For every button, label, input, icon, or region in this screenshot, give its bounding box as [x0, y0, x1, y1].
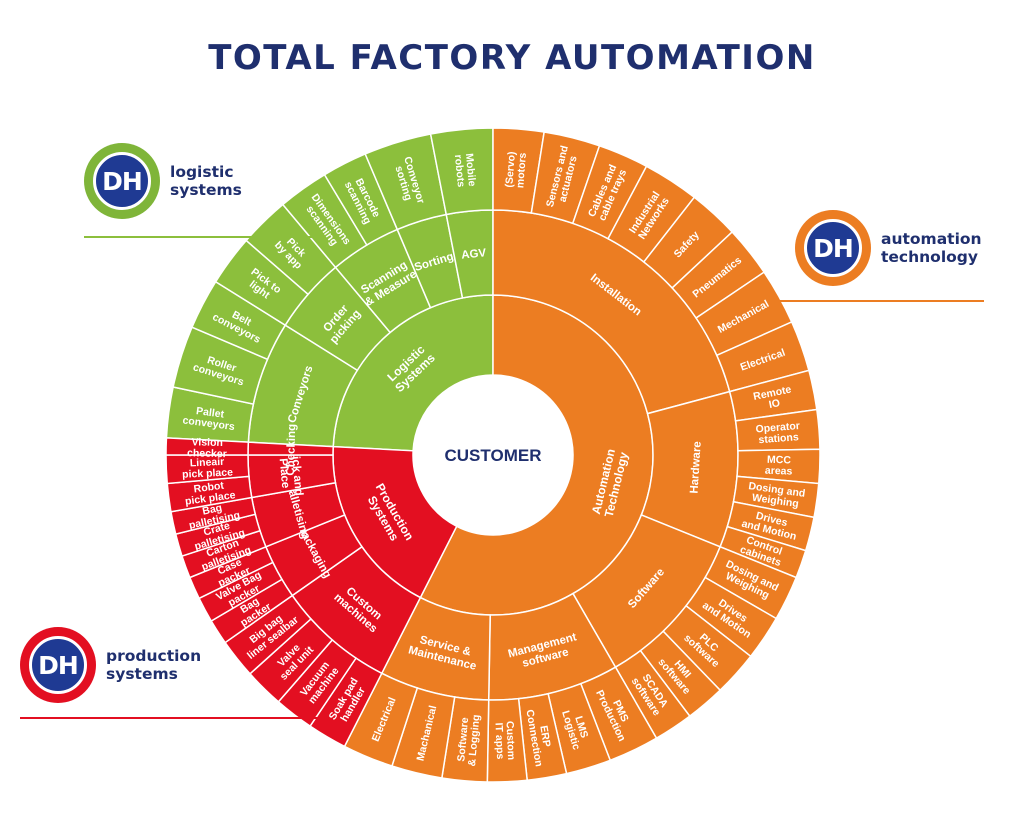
badge-logistic: DH logistic systems: [84, 143, 242, 219]
badge-label: logistic systems: [170, 163, 242, 199]
badge-underline: [84, 236, 314, 238]
badge-underline: [780, 300, 984, 302]
group-label: Checking: [285, 424, 298, 476]
logo-text: DH: [804, 219, 862, 277]
dh-logo-icon: DH: [795, 210, 871, 286]
group-label: Pick andPlace: [276, 448, 305, 497]
badge-label: automation technology: [881, 230, 982, 266]
group-label: Hardware: [689, 441, 704, 494]
logo-text: DH: [29, 636, 87, 694]
item-label: Lineairpick place: [181, 456, 233, 481]
center-circle: [413, 375, 573, 535]
item-label: MCCareas: [765, 454, 793, 478]
dh-logo-icon: DH: [84, 143, 160, 219]
item-label: Mobilerobots: [452, 153, 478, 188]
logo-text: DH: [93, 152, 151, 210]
badge-underline: [20, 717, 320, 719]
item-label: Visionchecker: [187, 436, 227, 460]
item-label: Software& Logging: [455, 713, 482, 767]
badge-label: production systems: [106, 647, 202, 683]
item-segment: [165, 437, 250, 456]
page-title: TOTAL FACTORY AUTOMATION: [208, 38, 816, 78]
item-label: CustomIT apps: [492, 721, 517, 761]
badge-automation: DH automation technology: [795, 210, 982, 286]
dh-logo-icon: DH: [20, 627, 96, 703]
item-label: Operatorstations: [755, 420, 801, 446]
center-label: CUSTOMER: [445, 446, 542, 465]
item-label: (Servo)motors: [503, 151, 529, 189]
group-label: AGV: [461, 247, 487, 261]
badge-production: DH production systems: [20, 627, 201, 703]
